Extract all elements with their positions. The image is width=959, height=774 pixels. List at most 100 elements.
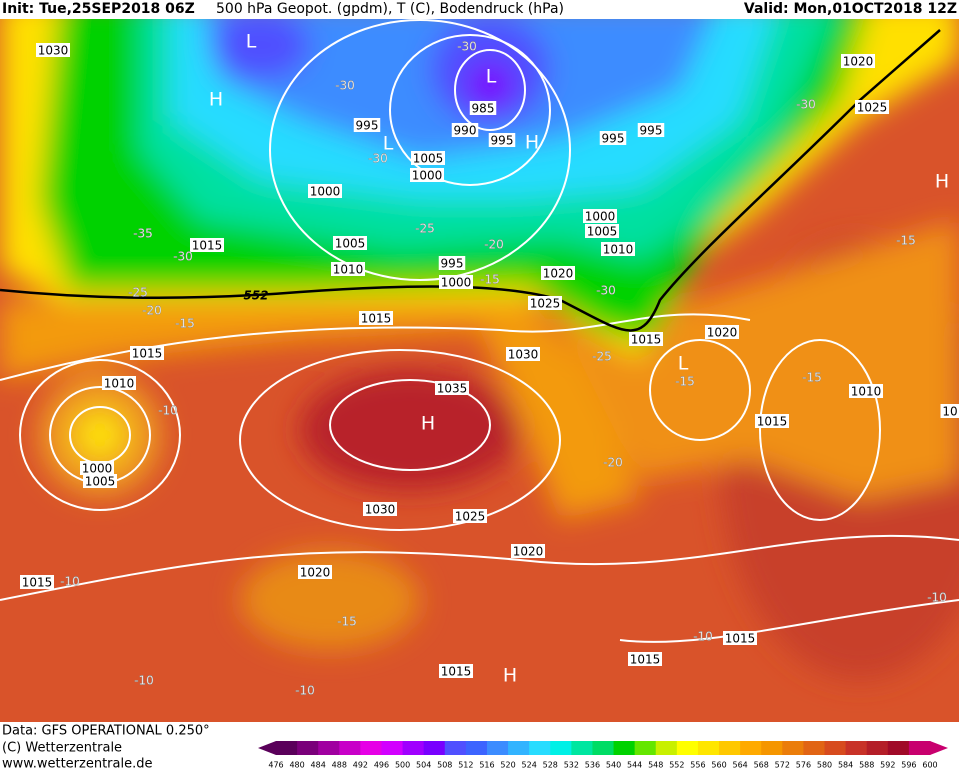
- pressure-label: 1015: [725, 632, 756, 646]
- pressure-label: 990: [454, 124, 477, 138]
- colorbar-swatch: [888, 741, 910, 755]
- colorbar-swatch: [466, 741, 488, 755]
- temperature-label: -20: [484, 238, 504, 252]
- colorbar-tick-label: 536: [585, 761, 600, 770]
- colorbar-tick-label: 524: [522, 761, 537, 770]
- pressure-label: 1025: [530, 297, 561, 311]
- temperature-label: -10: [295, 684, 315, 698]
- field-description: 500 hPa Geopot. (gpdm), T (C), Bodendruc…: [216, 1, 564, 17]
- pressure-label: 1010: [333, 263, 364, 277]
- temperature-label: -10: [60, 575, 80, 589]
- pressure-label: 995: [491, 134, 514, 148]
- temperature-label: -15: [337, 615, 357, 629]
- pressure-label: 1025: [857, 101, 888, 115]
- temperature-label: -25: [415, 222, 435, 236]
- temperature-label: -15: [175, 317, 195, 331]
- colorbar-swatch: [339, 741, 361, 755]
- colorbar-swatch: [381, 741, 403, 755]
- colorbar-swatch: [487, 741, 509, 755]
- pressure-center: H: [935, 171, 949, 193]
- pressure-center: L: [486, 66, 497, 88]
- colorbar-swatch: [782, 741, 804, 755]
- colorbar-tick-label: 588: [859, 761, 874, 770]
- colorbar-arrow-low: [258, 741, 276, 755]
- colorbar-swatch: [698, 741, 720, 755]
- pressure-label: 10: [942, 405, 957, 419]
- colorbar-swatch: [403, 741, 425, 755]
- pressure-label: 1020: [707, 326, 738, 340]
- pressure-label: 1020: [300, 566, 331, 580]
- temperature-label: -10: [693, 630, 713, 644]
- colorbar-swatch: [445, 741, 467, 755]
- pressure-label: 1015: [132, 347, 163, 361]
- pressure-label: 985: [472, 102, 495, 116]
- colorbar-swatch: [424, 741, 446, 755]
- temperature-label: -15: [896, 234, 916, 248]
- data-source: Data: GFS OPERATIONAL 0.250°: [2, 724, 210, 739]
- pressure-label: 995: [356, 119, 379, 133]
- colorbar-tick-label: 528: [543, 761, 558, 770]
- pressure-label: 1020: [543, 267, 574, 281]
- colorbar-swatch: [635, 741, 657, 755]
- colorbar-tick-label: 516: [479, 761, 494, 770]
- colorbar-tick-label: 592: [880, 761, 895, 770]
- colorbar-swatch: [803, 741, 825, 755]
- pressure-label: 1015: [631, 333, 662, 347]
- pressure-label: 1015: [22, 576, 53, 590]
- temperature-label: -30: [596, 284, 616, 298]
- colorbar-tick-label: 568: [754, 761, 769, 770]
- pressure-label: 1030: [365, 503, 396, 517]
- colorbar-swatch: [529, 741, 551, 755]
- pressure-center: H: [421, 413, 435, 435]
- colorbar-tick-label: 564: [732, 761, 747, 770]
- colorbar-swatch: [592, 741, 614, 755]
- pressure-label: 1010: [603, 243, 634, 257]
- pressure-label: 1000: [441, 276, 472, 290]
- temperature-label: -15: [802, 371, 822, 385]
- pressure-center: H: [503, 665, 517, 687]
- temperature-label: -30: [335, 79, 355, 93]
- colorbar-swatch: [614, 741, 636, 755]
- temperature-label: -15: [675, 375, 695, 389]
- temperature-label: -30: [173, 250, 193, 264]
- website: www.wetterzentrale.de: [2, 757, 152, 771]
- colorbar-swatch: [297, 741, 319, 755]
- colorbar-tick-label: 520: [500, 761, 515, 770]
- colorbar-swatch: [909, 741, 931, 755]
- colorbar-swatch: [719, 741, 741, 755]
- colorbar-arrow-high: [930, 741, 948, 755]
- pressure-center: L: [678, 353, 689, 375]
- colorbar-swatch: [740, 741, 762, 755]
- pressure-label: 1000: [82, 462, 113, 476]
- pressure-label: 1020: [843, 55, 874, 69]
- colorbar-tick-label: 488: [332, 761, 347, 770]
- temperature-label: -30: [796, 98, 816, 112]
- pressure-label: 995: [602, 132, 625, 146]
- temperature-label: -25: [128, 286, 148, 300]
- colorbar-tick-label: 548: [648, 761, 663, 770]
- colorbar-swatch: [825, 741, 847, 755]
- pressure-label: 1025: [455, 510, 486, 524]
- colorbar-tick-label: 556: [690, 761, 705, 770]
- init-time: Init: Tue,25SEP2018 06Z: [2, 1, 195, 17]
- colorbar-swatch: [550, 741, 572, 755]
- temperature-label: -35: [133, 227, 153, 241]
- pressure-label: 1000: [585, 210, 616, 224]
- pressure-label: 1015: [441, 665, 472, 679]
- pressure-label: 1020: [513, 545, 544, 559]
- colorbar-tick-label: 480: [289, 761, 304, 770]
- temperature-label: -10: [927, 591, 947, 605]
- colorbar-tick-label: 580: [817, 761, 832, 770]
- temperature-label: -15: [480, 273, 500, 287]
- colorbar-tick-label: 572: [775, 761, 790, 770]
- colorbar-tick-label: 540: [606, 761, 621, 770]
- colorbar-swatch: [656, 741, 678, 755]
- pressure-center: L: [246, 31, 257, 53]
- colorbar-tick-label: 484: [311, 761, 326, 770]
- pressure-center: H: [209, 89, 223, 111]
- colorbar-tick-label: 576: [796, 761, 811, 770]
- colorbar-swatch: [360, 741, 382, 755]
- colorbar-tick-label: 508: [437, 761, 452, 770]
